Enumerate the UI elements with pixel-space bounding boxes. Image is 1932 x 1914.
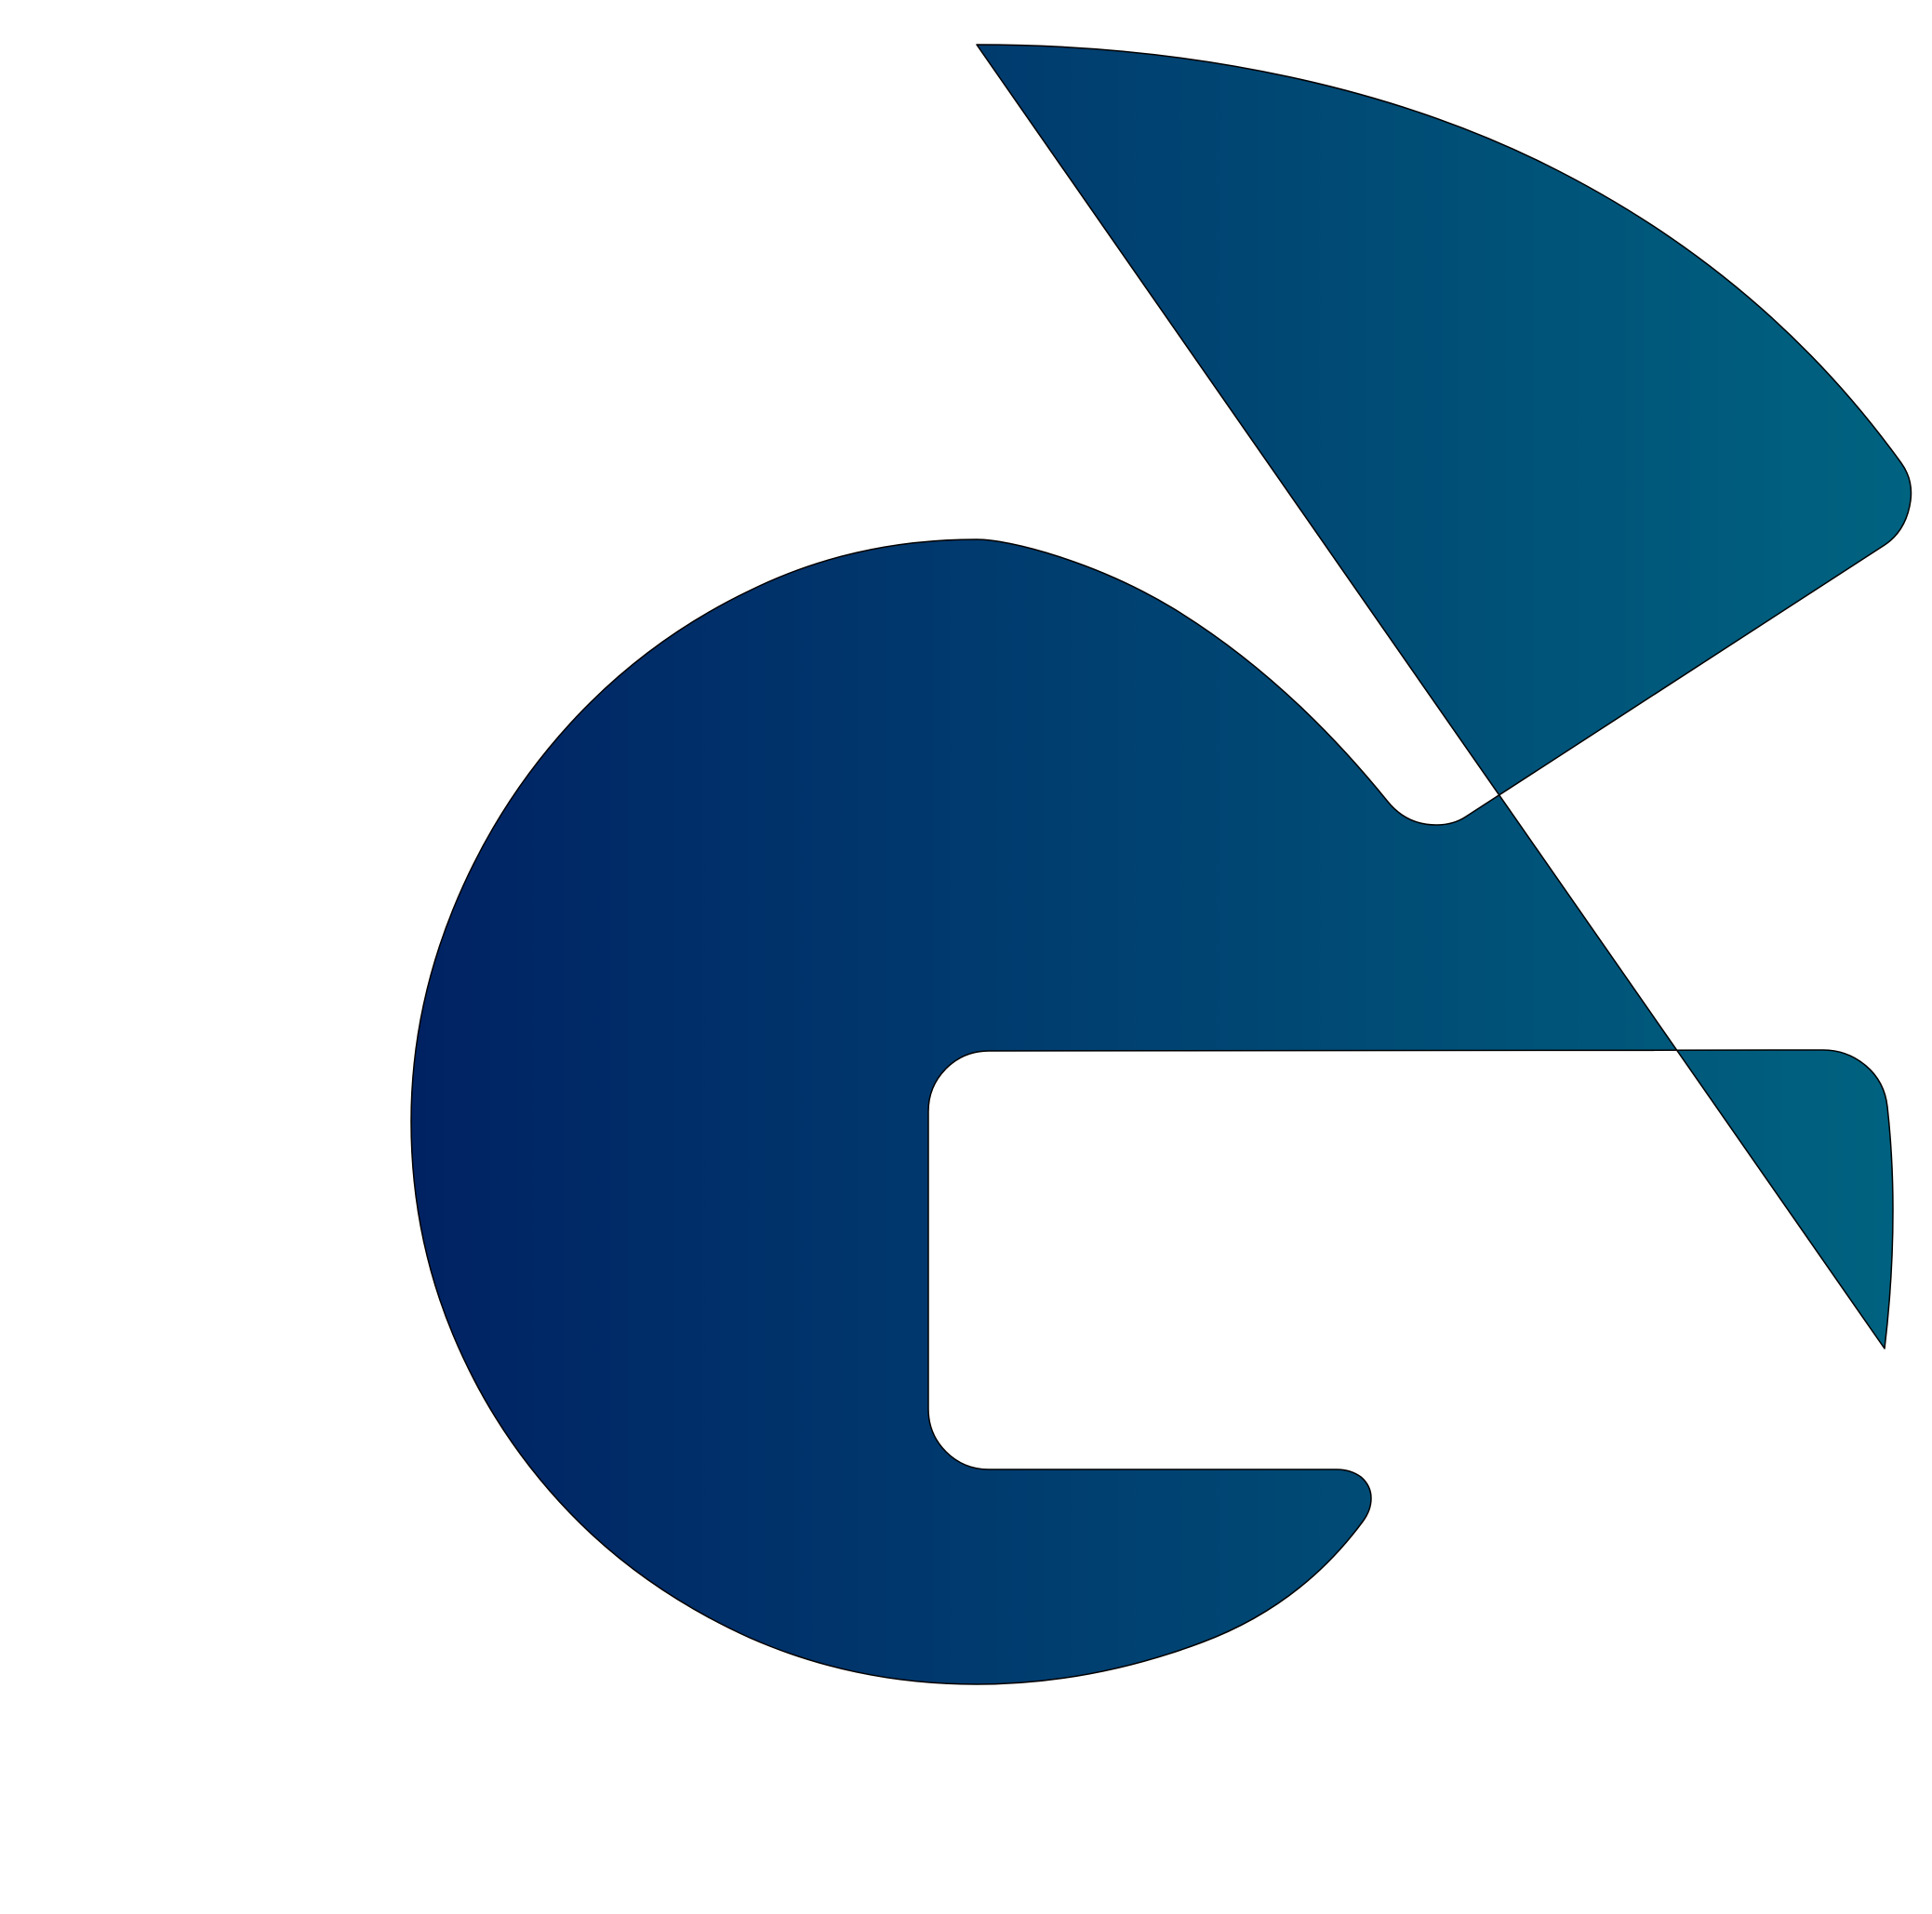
letter-g-shape bbox=[410, 44, 1912, 1685]
